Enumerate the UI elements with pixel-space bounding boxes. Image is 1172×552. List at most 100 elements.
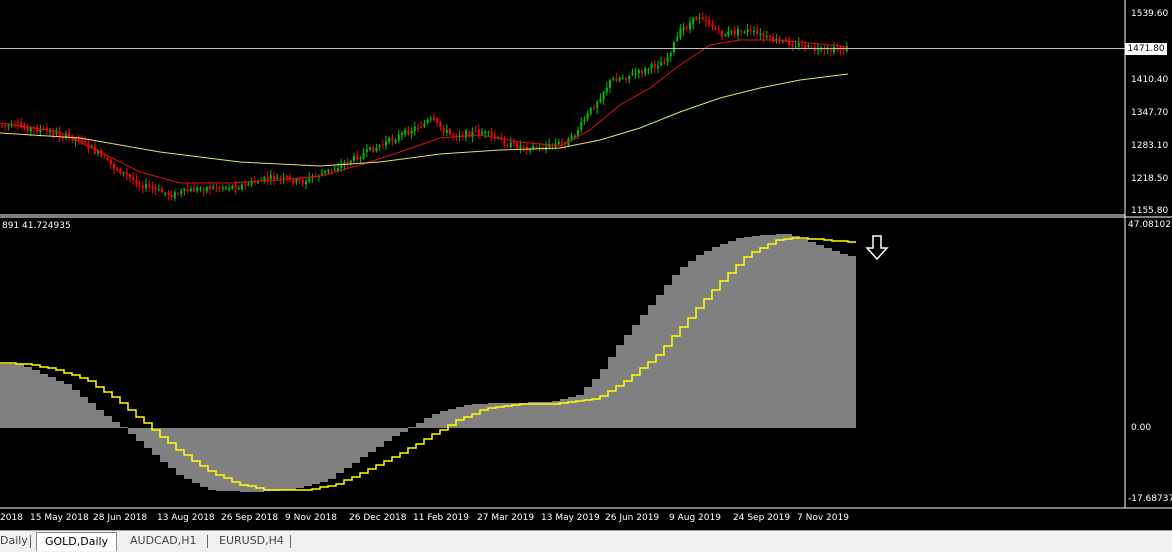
candle	[292, 179, 295, 184]
date-tick: 26 Sep 2018	[221, 513, 279, 523]
histogram-bar	[504, 403, 512, 428]
chart-window[interactable]: 1539.60 1471.80 1410.40 1347.70 1283.10 …	[0, 0, 1172, 530]
candle	[573, 135, 576, 138]
candle	[52, 131, 55, 136]
candle	[465, 130, 467, 138]
candle	[557, 141, 560, 144]
candle	[605, 87, 608, 93]
histogram-bar	[40, 374, 48, 428]
date-tick: 9 Aug 2019	[669, 513, 721, 523]
moving-average-fast	[0, 39, 849, 184]
histogram-bar	[264, 428, 272, 491]
candle	[42, 128, 45, 130]
price-tick: 1283.10	[1131, 141, 1169, 151]
candle	[762, 33, 765, 38]
date-tick: 26 Dec 2018	[349, 513, 407, 523]
histogram-bar	[312, 428, 320, 484]
candle	[231, 185, 234, 189]
candle	[141, 185, 144, 189]
candle	[305, 181, 307, 185]
price-pane	[0, 12, 849, 202]
candle	[580, 121, 583, 130]
histogram-bar	[192, 428, 200, 483]
candle	[823, 49, 826, 51]
candle	[106, 157, 109, 160]
candle	[679, 28, 682, 38]
candle	[650, 64, 653, 69]
histogram-bar	[632, 325, 640, 428]
histogram-bar	[560, 399, 568, 428]
candle	[180, 191, 183, 194]
candle	[65, 133, 67, 138]
histogram-bar	[496, 403, 504, 428]
candle	[705, 20, 707, 22]
candle	[532, 146, 535, 149]
histogram-bar	[48, 377, 56, 428]
histogram-bar	[32, 370, 40, 428]
histogram-bar	[144, 428, 152, 448]
candle	[285, 176, 288, 179]
candle	[132, 177, 135, 180]
candle	[129, 174, 131, 178]
candle	[365, 149, 368, 152]
candle	[503, 138, 506, 145]
candle	[743, 31, 746, 33]
candle	[727, 31, 730, 36]
candle	[647, 69, 650, 71]
candle	[138, 184, 141, 186]
candle	[87, 141, 90, 149]
candle	[497, 137, 499, 139]
candle	[170, 194, 173, 198]
tab-eurusd-h4[interactable]: EURUSD,H4	[219, 534, 284, 547]
candle	[801, 44, 803, 46]
date-tick: 15 May 2018	[30, 513, 89, 523]
candle	[401, 132, 403, 135]
candle	[641, 71, 643, 74]
candle	[234, 185, 237, 189]
candle	[778, 37, 781, 41]
candle	[385, 141, 387, 146]
histogram-bar	[248, 428, 256, 492]
candle	[295, 179, 298, 183]
histogram-bar	[568, 397, 576, 428]
candle	[474, 130, 477, 132]
candle	[81, 140, 83, 143]
histogram-bar	[584, 387, 592, 428]
candle	[628, 75, 631, 80]
histogram-bar	[848, 256, 856, 428]
down-arrow-icon[interactable]	[865, 235, 889, 261]
histogram-bar	[336, 428, 344, 473]
histogram-bar	[288, 428, 296, 490]
histogram-bar	[440, 411, 448, 428]
histogram-bar	[272, 428, 280, 491]
candle	[612, 78, 615, 80]
candle	[673, 42, 675, 52]
histogram-bar	[704, 251, 712, 428]
candle	[276, 177, 279, 179]
tab-gold-daily[interactable]: GOLD,Daily	[36, 532, 118, 551]
tab-daily[interactable]: Daily	[0, 534, 28, 547]
chart-canvas[interactable]	[0, 0, 1172, 530]
candle	[413, 126, 416, 132]
date-tick: 26 Jun 2019	[605, 513, 660, 523]
candle	[215, 187, 218, 189]
histogram-bar	[432, 414, 440, 428]
candle	[61, 137, 64, 139]
histogram-bar	[592, 379, 600, 428]
candle	[157, 188, 160, 190]
candle	[525, 146, 528, 150]
tab-audcad-h1[interactable]: AUDCAD,H1	[130, 534, 197, 547]
candle	[359, 157, 362, 159]
candle	[90, 146, 93, 148]
candle	[586, 113, 589, 120]
price-tick: 1539.60	[1131, 9, 1169, 19]
histogram-bar	[400, 428, 408, 432]
candle	[84, 141, 87, 143]
candle	[522, 146, 525, 148]
candle	[407, 130, 410, 135]
candle	[439, 122, 442, 128]
candle	[388, 137, 391, 142]
histogram-bar	[720, 244, 728, 428]
candle	[538, 146, 541, 148]
candle	[225, 187, 227, 189]
